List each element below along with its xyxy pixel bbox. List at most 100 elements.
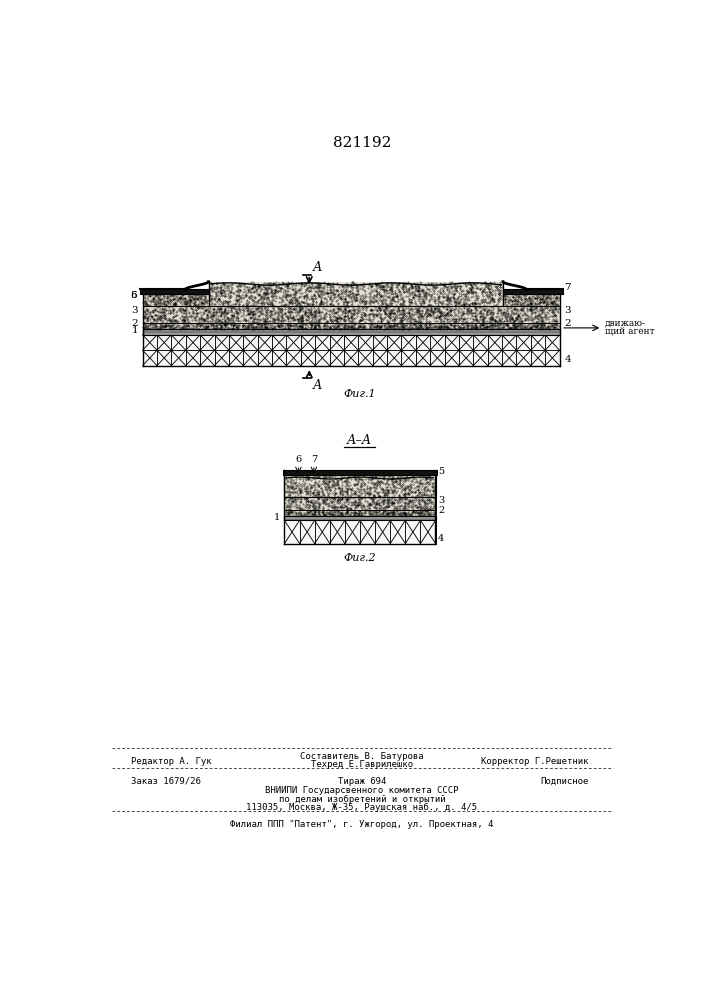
Text: Редактор А. Гук: Редактор А. Гук [131,757,211,766]
Bar [545,350,559,366]
Bar [139,289,209,294]
Bar [430,335,445,350]
Bar [300,335,315,350]
Bar [300,350,315,366]
Bar [171,350,186,366]
Bar [200,335,214,350]
Bar [143,350,157,366]
Bar [390,520,405,544]
Bar [284,510,436,516]
Bar [284,516,436,520]
Bar [286,335,300,350]
Bar [143,306,559,323]
Bar [157,335,171,350]
Text: 821192: 821192 [333,136,391,150]
Bar [502,335,516,350]
Bar [344,350,358,366]
Bar [243,335,257,350]
Bar [186,350,200,366]
Bar [545,335,559,350]
Text: 3: 3 [564,306,571,315]
Text: Корректор Г.Решетник: Корректор Г.Решетник [481,757,588,766]
Bar [229,350,243,366]
Bar [186,335,200,350]
Bar [143,335,157,350]
Bar [257,335,272,350]
Text: 3: 3 [438,496,444,505]
Bar [257,350,272,366]
Bar [315,520,329,544]
Text: 2: 2 [438,506,444,515]
Bar [345,520,360,544]
Bar [143,329,559,335]
Text: 2: 2 [564,319,571,328]
Bar [315,335,329,350]
Bar [405,520,421,544]
Bar [430,350,445,366]
Bar [344,335,358,350]
Text: Техред Е.Гаврилешко: Техред Е.Гаврилешко [311,760,413,769]
Text: Тираж 694: Тираж 694 [338,777,386,786]
Bar [488,350,502,366]
Bar [503,289,563,294]
Text: 113035, Москва, Ж-35, Раушская наб., д. 4/5: 113035, Москва, Ж-35, Раушская наб., д. … [246,803,477,812]
Bar [473,350,488,366]
Text: 3: 3 [132,306,138,315]
Text: 7: 7 [311,455,317,464]
Text: 6: 6 [130,291,136,300]
Text: по делам изобретений и открытий: по делам изобретений и открытий [279,795,445,804]
Text: Фиг.2: Фиг.2 [344,553,376,563]
Text: А–А: А–А [347,434,373,447]
Bar [243,350,257,366]
Bar [209,282,503,306]
Bar [473,335,488,350]
Bar [329,520,345,544]
Text: 6: 6 [296,455,301,464]
Text: 1: 1 [132,326,138,335]
Bar [387,350,402,366]
Bar [157,350,171,366]
Bar [516,350,531,366]
Bar [373,350,387,366]
Bar [531,350,545,366]
Text: Фиг.1: Фиг.1 [344,389,376,399]
Bar [416,350,430,366]
Bar [171,335,186,350]
Bar [402,335,416,350]
Text: Составитель В. Батурова: Составитель В. Батурова [300,752,423,761]
Text: А: А [312,379,322,392]
Text: 1: 1 [274,513,280,522]
Bar [229,335,243,350]
Bar [200,350,214,366]
Bar [516,335,531,350]
Bar [272,335,286,350]
Bar [214,335,229,350]
Text: Заказ 1679/26: Заказ 1679/26 [131,777,201,786]
Bar [284,497,436,510]
Bar [284,520,300,544]
Bar [272,350,286,366]
Bar [445,335,459,350]
Bar [387,335,402,350]
Bar [360,520,375,544]
Bar [488,335,502,350]
Bar [459,335,473,350]
Text: движаю-: движаю- [604,319,645,328]
Bar [421,520,436,544]
Text: А: А [312,261,322,274]
Bar [503,294,559,306]
Text: 4: 4 [564,355,571,364]
Bar [358,350,373,366]
Text: Филиал ППП "Патент", г. Ужгород, ул. Проектная, 4: Филиал ППП "Патент", г. Ужгород, ул. Про… [230,820,493,829]
Bar [284,475,436,497]
Bar [445,350,459,366]
Bar [329,335,344,350]
Bar [375,520,390,544]
Text: 2: 2 [132,319,138,328]
Bar [286,350,300,366]
Bar [315,350,329,366]
Bar [531,335,545,350]
Bar [329,350,344,366]
Bar [459,350,473,366]
Text: 5: 5 [130,291,136,300]
